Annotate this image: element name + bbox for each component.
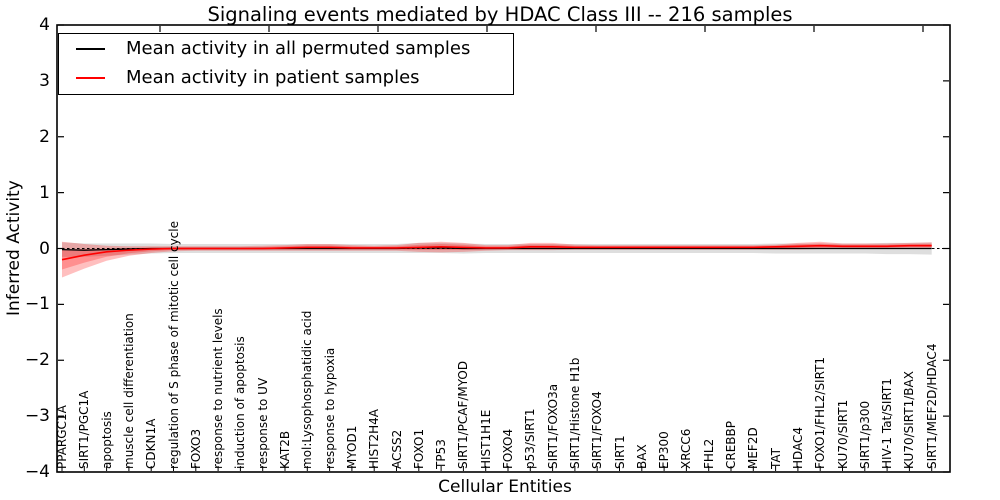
x-tick-label: SIRT1/FOXO4 <box>590 391 605 469</box>
x-tick-label: TP53 <box>434 439 449 469</box>
x-tick-label: TAT <box>768 447 783 469</box>
x-tick-label: HIST2H4A <box>367 408 382 469</box>
y-tick-label: 3 <box>39 70 50 91</box>
x-tick-label: p53/SIRT1 <box>523 408 538 469</box>
x-tick-label: SIRT1/PGC1A <box>77 390 92 469</box>
y-tick-label: −2 <box>24 350 50 371</box>
x-tick-label: response to hypoxia <box>322 347 337 469</box>
legend: Mean activity in all permuted samples Me… <box>58 33 514 95</box>
legend-label-patient: Mean activity in patient samples <box>126 67 420 88</box>
x-tick-label: SIRT1/FOXO3a <box>545 383 560 469</box>
chart-title: Signaling events mediated by HDAC Class … <box>207 3 793 26</box>
x-tick-label: apoptosis <box>99 411 114 469</box>
x-tick-label: BAX <box>634 444 649 469</box>
patient-mean-line <box>61 244 932 261</box>
y-tick-label: −4 <box>24 462 50 482</box>
axes-box <box>56 24 951 473</box>
x-tick-label: FOXO4 <box>501 428 515 469</box>
y-tick-label: −3 <box>24 406 50 427</box>
permuted-band <box>62 242 932 257</box>
x-axis-label: Cellular Entities <box>438 477 572 497</box>
x-tick-label: MYOD1 <box>344 425 359 469</box>
y-tick-label: −1 <box>24 294 50 315</box>
x-tick-label: SIRT1/MEF2D/HDAC4 <box>924 343 939 469</box>
x-tick-label: MEF2D <box>746 427 761 469</box>
x-tick-label: KU70/SIRT1 <box>835 399 850 469</box>
x-tick-label: SIRT1/PCAF/MYOD <box>456 360 471 469</box>
x-tick-label: CREBBP <box>724 421 738 469</box>
x-tick-label: KAT2B <box>278 430 292 469</box>
legend-label-permuted: Mean activity in all permuted samples <box>126 38 471 59</box>
x-tick-label: FHL2 <box>701 438 716 469</box>
x-tick-label: ACSS2 <box>389 429 404 469</box>
x-tick-label: HDAC4 <box>790 426 805 469</box>
x-tick-label: FOXO1/FHL2/SIRT1 <box>813 356 828 469</box>
patient-band-outer <box>62 241 932 278</box>
x-tick-label: SIRT1/Histone H1b <box>567 357 582 469</box>
legend-item-permuted: Mean activity in all permuted samples <box>59 34 513 63</box>
x-tick-label: HIST1H1E <box>478 409 493 469</box>
y-tick-label: 4 <box>39 15 50 35</box>
x-tick-label: SIRT1/p300 <box>857 400 872 469</box>
x-tick-label: EP300 <box>657 431 672 469</box>
x-tick-label: PPARGC1A <box>55 405 69 469</box>
x-tick-label: response to nutrient levels <box>211 308 226 469</box>
x-tick-label: HIV-1 Tat/SIRT1 <box>880 378 895 469</box>
x-tick-label: KU70/SIRT1/BAX <box>902 371 917 469</box>
legend-line-permuted-icon <box>76 47 105 50</box>
y-tick-label: 0 <box>39 238 50 259</box>
y-tick-label: 2 <box>39 126 50 147</box>
x-tick-label: FOXO3 <box>188 428 203 469</box>
x-tick-label: induction of apoptosis <box>233 336 248 469</box>
x-tick-label: XRCC6 <box>679 428 694 469</box>
legend-item-patient: Mean activity in patient samples <box>59 63 513 92</box>
x-tick-label: muscle cell differentiation <box>121 313 136 469</box>
legend-line-patient-icon <box>76 76 105 79</box>
x-tick-label: SIRT1 <box>612 435 627 469</box>
y-tick-label: 1 <box>39 182 50 203</box>
x-tick-label: mol:Lysophosphatidic acid <box>300 310 315 469</box>
x-tick-label: FOXO1 <box>411 428 426 469</box>
x-tick-label: CDKN1A <box>144 418 159 469</box>
x-tick-label: response to UV <box>255 377 270 469</box>
x-tick-label: regulation of S phase of mitotic cell cy… <box>166 221 181 469</box>
